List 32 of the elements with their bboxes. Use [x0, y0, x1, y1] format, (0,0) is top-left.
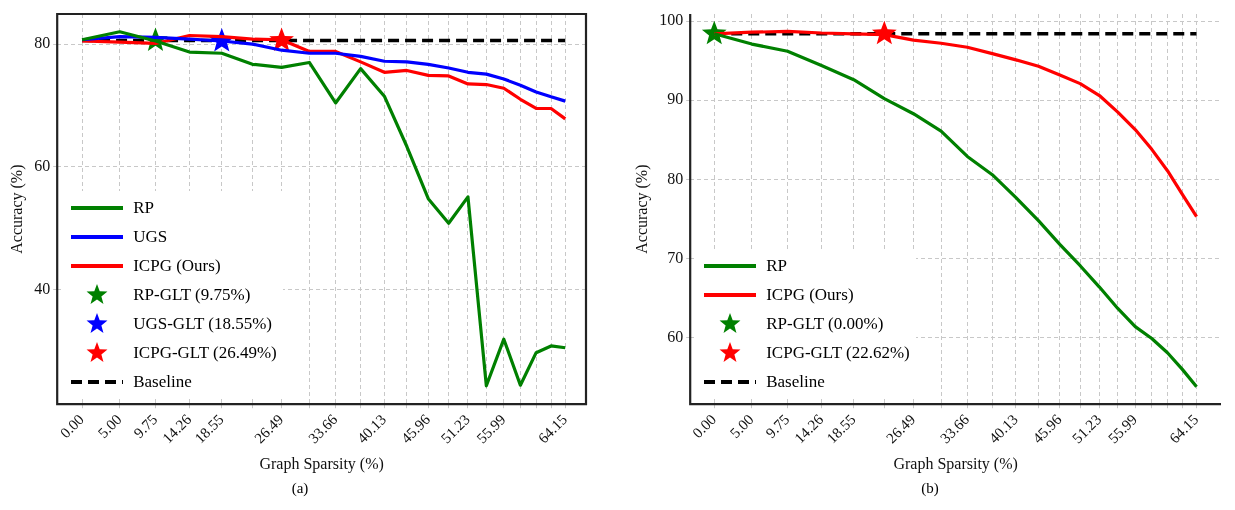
legend-label: RP: [766, 255, 787, 278]
y-tick-label: 80: [34, 34, 51, 52]
x-axis-title: Graph Sparsity (%): [259, 454, 384, 473]
x-tick-label: 0.00: [57, 411, 87, 442]
y-tick-label: 70: [667, 248, 684, 266]
x-tick-label: 9.75: [130, 411, 161, 442]
y-tick-label: 90: [667, 90, 684, 108]
legend-label: ICPG-GLT (26.49%): [133, 342, 277, 365]
legend-label: ICPG (Ours): [766, 284, 854, 307]
legend-label: RP-GLT (9.75%): [133, 284, 251, 307]
y-tick-label: 80: [667, 169, 684, 187]
y-tick-label: 60: [34, 156, 51, 174]
text: (a): [290, 480, 310, 497]
legend-label: ICPG-GLT (22.62%): [766, 342, 910, 365]
legend-label: RP: [133, 197, 154, 220]
legend-label: Baseline: [133, 371, 192, 394]
y-tick-label: 100: [659, 11, 684, 29]
x-axis-title: Graph Sparsity (%): [893, 454, 1018, 473]
x-tick-label: 0.00: [689, 411, 720, 442]
x-tick-label: 9.75: [762, 411, 793, 442]
legend-label: UGS-GLT (18.55%): [133, 313, 273, 336]
y-tick-label: 60: [667, 327, 684, 345]
legend-label: UGS: [133, 226, 168, 249]
x-tick-label: 5.00: [726, 411, 757, 442]
text: (b): [920, 480, 940, 497]
y-axis-title: Accuracy (%): [7, 164, 26, 254]
x-tick-label: 5.00: [94, 411, 125, 442]
y-tick-label: 40: [34, 279, 51, 297]
legend-label: RP-GLT (0.00%): [766, 313, 884, 336]
legend-label: ICPG (Ours): [133, 255, 221, 278]
y-axis-title: Accuracy (%): [632, 164, 651, 254]
legend-label: Baseline: [766, 371, 825, 394]
